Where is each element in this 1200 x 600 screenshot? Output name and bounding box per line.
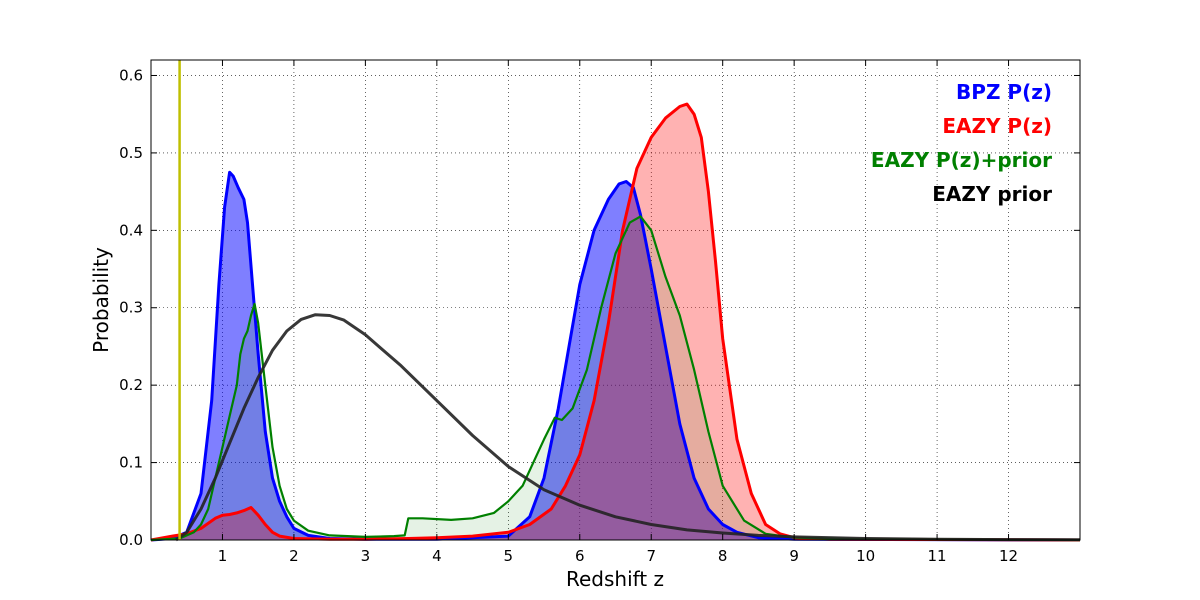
y-tick-label: 0.3 — [119, 299, 143, 317]
x-tick-label: 2 — [289, 547, 299, 565]
y-tick-label: 0.6 — [119, 66, 143, 84]
series-fill-0 — [151, 172, 1080, 541]
legend-entry-eazy: EAZY P(z) — [942, 114, 1052, 138]
y-tick-label: 0.1 — [119, 454, 143, 472]
legend: BPZ P(z) EAZY P(z) EAZY P(z)+prior EAZY … — [871, 80, 1052, 206]
y-tick-label: 0.5 — [119, 144, 143, 162]
x-tick-label: 8 — [718, 547, 728, 565]
series-fill-1 — [151, 104, 1080, 540]
series-fill-2 — [151, 216, 1080, 540]
legend-entry-eazy-prior: EAZY prior — [932, 182, 1052, 206]
y-axis-label: Probability — [89, 247, 113, 353]
series-line-2 — [150, 215, 1081, 542]
x-tick-label: 5 — [504, 547, 514, 565]
x-tick-label: 10 — [856, 547, 875, 565]
legend-entry-bpz: BPZ P(z) — [956, 80, 1052, 104]
x-tick-label: 4 — [432, 547, 442, 565]
series-line-1 — [150, 102, 1081, 542]
ticks — [151, 60, 1080, 541]
legend-entry-eazy-prior-combined: EAZY P(z)+prior — [871, 148, 1052, 172]
plot-frame — [150, 59, 1081, 541]
x-axis-label: Redshift z — [566, 567, 664, 591]
x-tick-label: 6 — [575, 547, 585, 565]
y-tick-label: 0.4 — [119, 221, 143, 239]
x-tick-label: 1 — [218, 547, 228, 565]
series-line-3 — [175, 313, 1081, 542]
x-tick-label: 3 — [361, 547, 371, 565]
x-tick-label: 12 — [999, 547, 1018, 565]
x-tick-label: 7 — [646, 547, 656, 565]
series-lines — [150, 102, 1081, 542]
x-tick-label: 9 — [789, 547, 799, 565]
y-tick-label: 0.0 — [119, 531, 143, 549]
series-fills — [151, 104, 1080, 541]
x-tick-label: 11 — [928, 547, 947, 565]
tick-labels: 1 2 3 4 5 6 7 8 9 10 11 120.00.10.20.30.40.50.6 — [119, 66, 1018, 565]
y-tick-label: 0.2 — [119, 376, 143, 394]
